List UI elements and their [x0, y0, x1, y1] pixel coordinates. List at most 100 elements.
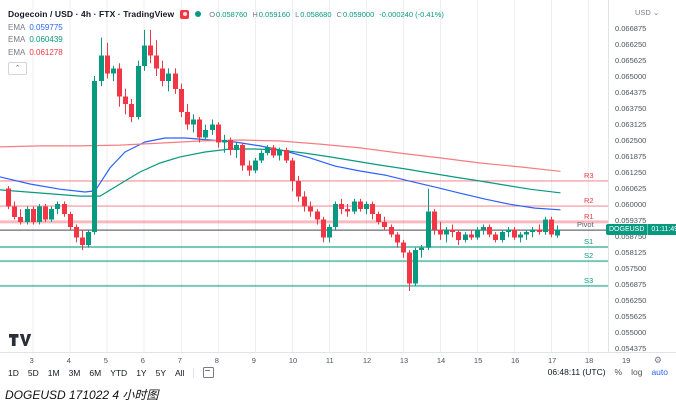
candle-body — [216, 124, 221, 143]
candle-body — [364, 204, 369, 210]
price-axis-label: 0.063125 — [615, 120, 647, 129]
candle-body — [117, 68, 122, 97]
candle-body — [555, 229, 560, 236]
candle-body — [234, 145, 239, 151]
candle-body — [506, 229, 511, 233]
price-axis-label: 0.055625 — [615, 312, 647, 321]
price-axis-label: 0.066875 — [615, 24, 647, 33]
utc-clock[interactable]: 06:48:11 (UTC) — [547, 367, 606, 377]
price-axis-label: 0.055000 — [615, 328, 647, 337]
candle-body — [191, 119, 196, 125]
camera-icon[interactable] — [180, 9, 190, 19]
candle-body — [62, 204, 67, 215]
candle-body — [6, 188, 11, 207]
candle-body — [450, 229, 455, 233]
candle-body — [203, 129, 208, 138]
candle-body — [111, 68, 116, 74]
price-axis-label: 0.059375 — [615, 216, 647, 225]
candle-body — [136, 65, 141, 117]
candle-body — [389, 227, 394, 235]
time-axis-label: 4 — [66, 356, 71, 365]
candle-body — [426, 211, 431, 248]
candle-body — [160, 68, 165, 82]
ema-legend-row[interactable]: EMA 0.061278 — [8, 47, 63, 57]
candle-body — [228, 140, 233, 151]
pivot-level-label-r1: R1 — [584, 212, 594, 221]
high-value: 0.059160 — [258, 9, 291, 19]
candle-body — [68, 214, 73, 228]
price-axis-label: 0.056250 — [615, 296, 647, 305]
range-button-1d[interactable]: 1D — [8, 367, 19, 378]
currency-toggle[interactable]: USD ⌄ — [635, 8, 660, 17]
time-axis-label: 8 — [214, 356, 219, 365]
candle-body — [456, 232, 461, 240]
badge-countdown: 01:11:49 — [647, 224, 676, 236]
pivot-level-label-s3: S3 — [584, 276, 593, 285]
candle-body — [148, 45, 153, 56]
price-axis-label: 0.066250 — [615, 40, 647, 49]
candle-body — [197, 119, 202, 138]
time-axis-label: 11 — [325, 356, 334, 365]
range-button-1y[interactable]: 1Y — [136, 367, 147, 378]
time-axis-label: 19 — [622, 356, 631, 365]
candle-body — [493, 234, 498, 240]
candle-body — [105, 55, 110, 74]
time-axis-label: 3 — [29, 356, 34, 365]
percent-scale-toggle[interactable]: % — [614, 367, 623, 377]
ema-mid-value: 0.060439 — [29, 35, 63, 44]
candle-body — [179, 88, 184, 112]
ema-legend-row[interactable]: EMA 0.059775 — [8, 22, 63, 32]
tradingview-logo-icon — [9, 334, 32, 346]
candle-body — [543, 219, 548, 233]
ema-fast-value: 0.059775 — [29, 22, 63, 32]
time-axis-label: 13 — [399, 356, 409, 365]
range-button-3m[interactable]: 3M — [68, 367, 81, 378]
legend-collapse-button[interactable]: ⌃ — [8, 61, 27, 75]
candle-body — [240, 145, 245, 166]
toolbar-right: 06:48:11 (UTC) % log auto — [548, 367, 668, 377]
candle-body — [296, 180, 301, 197]
chart-legend: Dogecoin / USD · 4h · FTX · TradingView … — [8, 8, 444, 75]
range-button-6m[interactable]: 6M — [89, 367, 102, 378]
price-axis-label: 0.058125 — [615, 248, 647, 257]
candle-body — [358, 201, 363, 210]
time-axis-label: 17 — [547, 356, 557, 365]
time-axis-label: 14 — [436, 356, 446, 365]
range-button-ytd[interactable]: YTD — [110, 367, 128, 378]
tradingview-logo[interactable] — [8, 332, 32, 353]
toolbar-separator — [193, 367, 195, 378]
pivot-level-label-r3: R3 — [584, 171, 594, 180]
time-axis-label: 10 — [288, 356, 298, 365]
candle-body — [438, 229, 443, 235]
candle-body — [444, 229, 449, 235]
price-axis-label: 0.065000 — [615, 72, 647, 81]
candle-body — [500, 232, 505, 240]
candle-body — [12, 206, 17, 217]
candle-body — [432, 211, 437, 230]
candle-body — [18, 216, 23, 222]
calendar-icon[interactable] — [203, 367, 215, 378]
time-axis[interactable]: ⚙ 3 4 5 6 7 8 9 10 11 12 13 14 15 16 17 18 19 — [0, 352, 676, 367]
settings-gear-icon[interactable]: ⚙ — [653, 355, 662, 365]
price-axis[interactable]: USD ⌄ 0.066875 0.066250 0.065625 0.065000 0.… — [608, 0, 676, 353]
log-scale-toggle[interactable]: log — [631, 367, 643, 377]
candle-body — [395, 234, 400, 243]
ema-legend-row[interactable]: EMA 0.060439 — [8, 35, 63, 44]
candle-body — [154, 55, 159, 69]
candle-body — [469, 234, 474, 238]
auto-scale-toggle[interactable]: auto — [651, 367, 668, 377]
candle-body — [382, 221, 387, 228]
candle-body — [537, 229, 542, 233]
price-axis-label: 0.064375 — [615, 88, 647, 97]
range-button-all[interactable]: All — [175, 367, 185, 378]
range-button-1m[interactable]: 1M — [47, 367, 60, 378]
candle-body — [308, 206, 313, 212]
range-button-5d[interactable]: 5D — [27, 367, 39, 378]
candle-body — [327, 227, 332, 238]
open-value: 0.058760 — [216, 9, 248, 19]
candle-body — [419, 247, 424, 251]
candle-body — [92, 81, 97, 233]
range-button-5y[interactable]: 5Y — [155, 367, 166, 378]
symbol-title[interactable]: Dogecoin / USD · 4h · FTX · TradingView — [8, 9, 175, 19]
